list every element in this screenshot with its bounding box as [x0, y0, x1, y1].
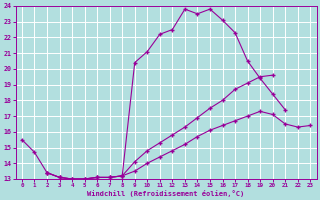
- X-axis label: Windchill (Refroidissement éolien,°C): Windchill (Refroidissement éolien,°C): [87, 190, 245, 197]
